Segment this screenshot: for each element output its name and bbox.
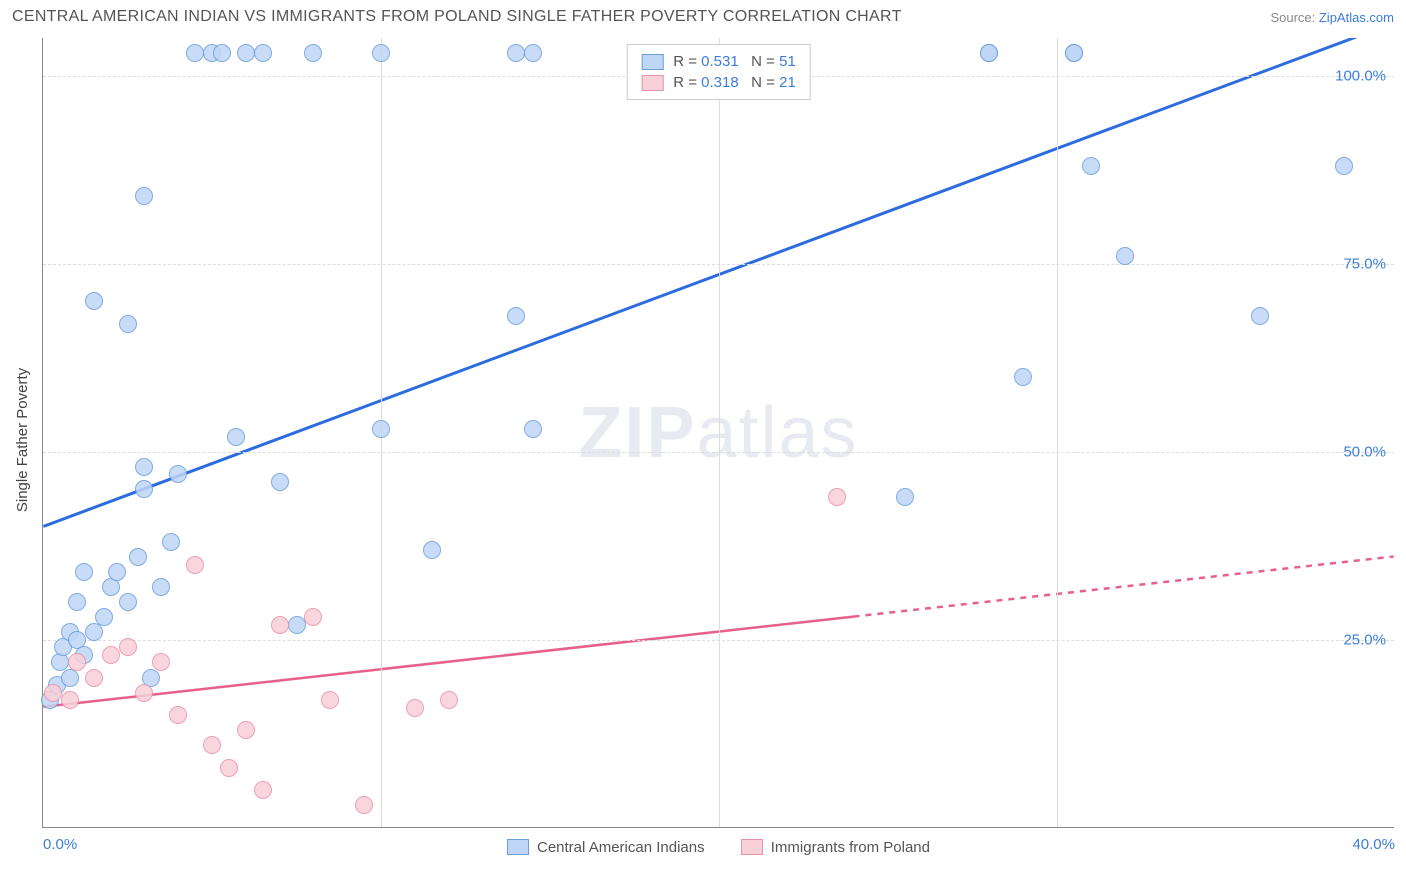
data-point-pol (406, 699, 424, 717)
data-point-cai (95, 608, 113, 626)
data-point-cai (304, 44, 322, 62)
data-point-pol (304, 608, 322, 626)
data-point-cai (1014, 368, 1032, 386)
data-point-cai (1082, 157, 1100, 175)
data-point-cai (186, 44, 204, 62)
data-point-pol (203, 736, 221, 754)
data-point-pol (135, 684, 153, 702)
x-tick-label: 0.0% (43, 836, 77, 853)
data-point-pol (271, 616, 289, 634)
data-point-pol (61, 691, 79, 709)
legend-series: Central American Indians Immigrants from… (43, 839, 1394, 860)
data-point-cai (524, 44, 542, 62)
legend-swatch-cai-icon (641, 54, 663, 70)
data-point-pol (68, 653, 86, 671)
data-point-cai (372, 420, 390, 438)
y-tick-label: 100.0% (1335, 67, 1386, 84)
data-point-cai (119, 315, 137, 333)
data-point-pol (828, 488, 846, 506)
data-point-cai (75, 563, 93, 581)
data-point-cai (1335, 157, 1353, 175)
data-point-pol (186, 556, 204, 574)
data-point-cai (524, 420, 542, 438)
data-point-cai (507, 44, 525, 62)
data-point-cai (1251, 307, 1269, 325)
data-point-cai (162, 533, 180, 551)
data-point-cai (271, 473, 289, 491)
data-point-cai (169, 465, 187, 483)
legend-stats-box: R = 0.531 N = 51 R = 0.318 N = 21 (626, 44, 811, 100)
y-axis-label: Single Father Poverty (14, 368, 31, 512)
data-point-cai (1116, 247, 1134, 265)
data-point-pol (237, 721, 255, 739)
data-point-pol (85, 669, 103, 687)
data-point-cai (119, 593, 137, 611)
y-tick-label: 50.0% (1343, 443, 1386, 460)
data-point-cai (423, 541, 441, 559)
data-point-cai (135, 480, 153, 498)
data-point-cai (129, 548, 147, 566)
data-point-cai (896, 488, 914, 506)
data-point-cai (152, 578, 170, 596)
legend-swatch-pol-icon (641, 75, 663, 91)
legend-stats-row-cai: R = 0.531 N = 51 (641, 51, 796, 72)
data-point-pol (321, 691, 339, 709)
data-point-cai (372, 44, 390, 62)
data-point-pol (119, 638, 137, 656)
data-point-cai (237, 44, 255, 62)
legend-stats-row-pol: R = 0.318 N = 21 (641, 72, 796, 93)
data-point-cai (213, 44, 231, 62)
y-tick-label: 25.0% (1343, 631, 1386, 648)
data-point-cai (507, 307, 525, 325)
data-point-cai (227, 428, 245, 446)
legend-swatch-pol-icon (741, 839, 763, 855)
data-point-pol (220, 759, 238, 777)
data-point-cai (108, 563, 126, 581)
data-point-cai (135, 458, 153, 476)
source-text: Source: ZipAtlas.com (1270, 10, 1394, 25)
data-point-cai (85, 623, 103, 641)
gridline-v (719, 38, 720, 827)
data-point-pol (102, 646, 120, 664)
data-point-cai (1065, 44, 1083, 62)
data-point-pol (355, 796, 373, 814)
x-tick-label: 40.0% (1352, 836, 1395, 853)
scatter-plot: ZIPatlas R = 0.531 N = 51 R = 0.318 N = … (42, 38, 1394, 828)
data-point-pol (254, 781, 272, 799)
data-point-cai (85, 292, 103, 310)
gridline-v (1057, 38, 1058, 827)
data-point-pol (169, 706, 187, 724)
data-point-cai (288, 616, 306, 634)
data-point-cai (980, 44, 998, 62)
legend-item-pol: Immigrants from Poland (741, 839, 930, 856)
source-link[interactable]: ZipAtlas.com (1319, 10, 1394, 25)
data-point-cai (254, 44, 272, 62)
data-point-cai (135, 187, 153, 205)
data-point-pol (44, 684, 62, 702)
data-point-pol (152, 653, 170, 671)
y-tick-label: 75.0% (1343, 255, 1386, 272)
legend-item-cai: Central American Indians (507, 839, 705, 856)
data-point-pol (440, 691, 458, 709)
legend-swatch-cai-icon (507, 839, 529, 855)
chart-title: CENTRAL AMERICAN INDIAN VS IMMIGRANTS FR… (12, 8, 902, 26)
data-point-cai (68, 593, 86, 611)
